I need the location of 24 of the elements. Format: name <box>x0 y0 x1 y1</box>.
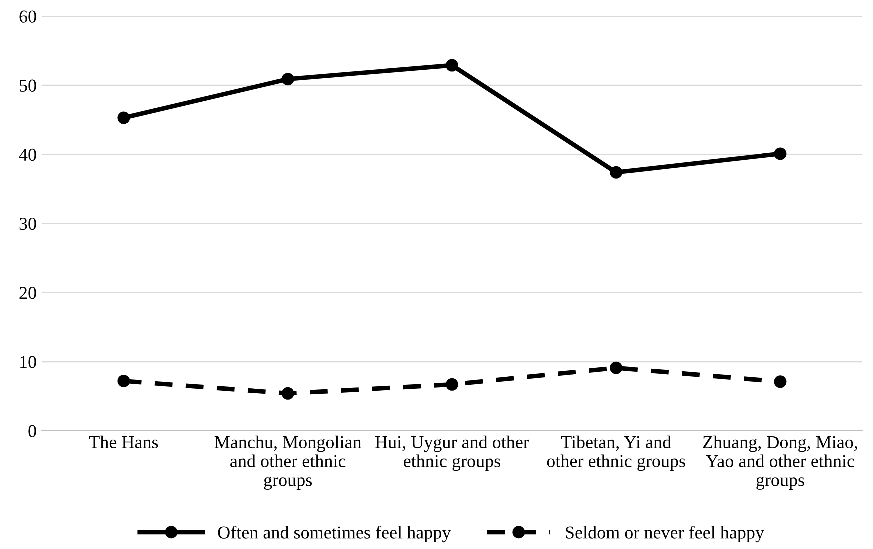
point <box>118 112 130 124</box>
y-tick-label: 40 <box>19 148 36 162</box>
point <box>774 376 787 388</box>
point <box>282 387 294 400</box>
legend-label: Often and sometimes feel happy <box>218 526 452 543</box>
point <box>118 374 130 388</box>
y-tick-label: 20 <box>20 287 36 300</box>
x-tick-label: Manchu, Mongolian and other ethnic groups <box>214 436 362 490</box>
y-tick-label: 50 <box>20 80 36 92</box>
point <box>774 148 787 160</box>
y-tick-label: 10 <box>20 356 36 368</box>
point <box>282 73 294 86</box>
y-tick-label: 60 <box>20 10 36 23</box>
point <box>446 59 458 72</box>
x-tick-label: The Hans <box>89 436 158 449</box>
x-tick-label: Tibetan, Yi and other ethnic groups <box>547 436 686 472</box>
x-tick-label: Hui, Uygur and other ethnic groups <box>376 436 530 472</box>
point <box>610 362 623 374</box>
y-tick-label: 0 <box>28 425 36 438</box>
point <box>446 378 458 391</box>
x-tick-label: Zhuang, Dong, Miao, Yao and other ethnic groups <box>703 436 858 490</box>
y-tick-label: 30 <box>20 218 36 230</box>
legend-label: Seldom or never feel happy <box>566 526 764 543</box>
point <box>610 166 623 179</box>
